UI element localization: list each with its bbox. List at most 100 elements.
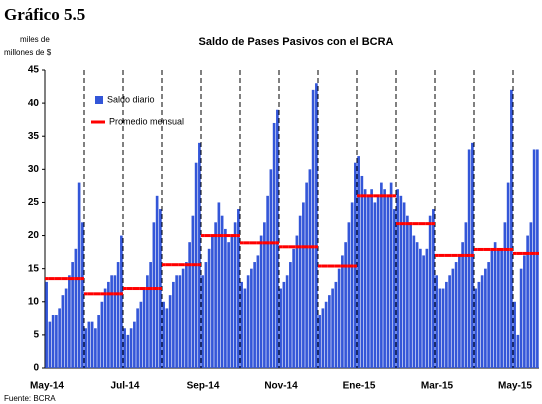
bar [253, 262, 256, 368]
bar [305, 182, 308, 368]
bar [214, 222, 217, 368]
bar [266, 195, 269, 368]
bar [334, 281, 338, 368]
bar [181, 268, 185, 368]
bar [480, 275, 484, 368]
y-tick-label: 20 [28, 230, 40, 241]
bar [207, 248, 211, 368]
bar [240, 281, 243, 368]
bar [302, 202, 305, 368]
bar [126, 334, 130, 368]
bar [139, 301, 143, 368]
y-tick-label: 0 [33, 363, 39, 374]
bar [370, 189, 373, 368]
bar [399, 195, 403, 368]
x-tick-label: Ene-15 [343, 381, 376, 392]
bar [445, 281, 448, 368]
bar [347, 222, 351, 368]
bar [406, 215, 409, 368]
bar [500, 248, 503, 368]
bar [172, 281, 175, 368]
bar [428, 215, 432, 368]
bar [58, 308, 61, 368]
bar [178, 275, 182, 368]
bar [282, 281, 286, 368]
bar [259, 235, 263, 368]
bar [269, 169, 273, 368]
bar [497, 248, 500, 368]
bar [412, 235, 416, 368]
y-tick-label: 35 [28, 131, 40, 142]
bar [467, 149, 471, 368]
bar [68, 275, 71, 368]
bar [532, 149, 536, 368]
bar [519, 268, 523, 368]
bar [516, 334, 520, 368]
bar [477, 281, 481, 368]
bar [243, 288, 247, 368]
bar [220, 215, 224, 368]
x-tick-label: May-14 [30, 381, 64, 392]
bar [513, 301, 516, 368]
y-tick-label: 25 [28, 197, 40, 208]
bar [523, 255, 526, 368]
bar [422, 255, 425, 368]
bar [168, 295, 172, 368]
bar [84, 328, 87, 368]
bar [536, 149, 539, 368]
bar [224, 228, 227, 368]
bar [74, 248, 78, 368]
bar [341, 255, 344, 368]
bar [152, 222, 156, 368]
bar [246, 275, 250, 368]
bar [272, 122, 276, 368]
bar [506, 182, 510, 368]
bar [402, 202, 406, 368]
bar [292, 248, 295, 368]
bar [331, 288, 334, 368]
bar [198, 142, 201, 368]
bar [493, 242, 497, 368]
x-tick-label: Mar-15 [421, 381, 454, 392]
bar [448, 275, 451, 368]
bar [113, 275, 117, 368]
bar [510, 89, 513, 368]
bar [217, 202, 221, 368]
bar [256, 255, 260, 368]
bar [237, 209, 240, 368]
bar [227, 242, 230, 368]
bar [409, 222, 412, 368]
bar [129, 328, 133, 368]
y-axis-label: miles de [20, 35, 50, 44]
bar [464, 222, 468, 368]
bar [233, 222, 237, 368]
bar [97, 315, 100, 368]
y-tick-label: 40 [28, 98, 40, 109]
bar [438, 288, 442, 368]
bar [103, 288, 107, 368]
bar [357, 156, 360, 368]
bar [373, 202, 377, 368]
bar [441, 288, 445, 368]
bar [360, 175, 364, 368]
bar [55, 315, 58, 368]
bar [529, 222, 533, 368]
bar [337, 268, 341, 368]
bar [526, 235, 529, 368]
bar [116, 262, 120, 368]
bar [461, 242, 464, 368]
bar [367, 195, 370, 368]
bar [133, 321, 136, 368]
bar [386, 195, 390, 368]
y-tick-label: 30 [28, 164, 40, 175]
bar [48, 321, 52, 368]
bar [396, 189, 399, 368]
y-tick-label: 5 [33, 330, 39, 341]
source: Fuente: BCRA [4, 394, 56, 403]
bar [321, 308, 325, 368]
bar [393, 209, 396, 368]
x-tick-label: Sep-14 [187, 381, 220, 392]
bar [419, 248, 422, 368]
bar [77, 182, 81, 368]
